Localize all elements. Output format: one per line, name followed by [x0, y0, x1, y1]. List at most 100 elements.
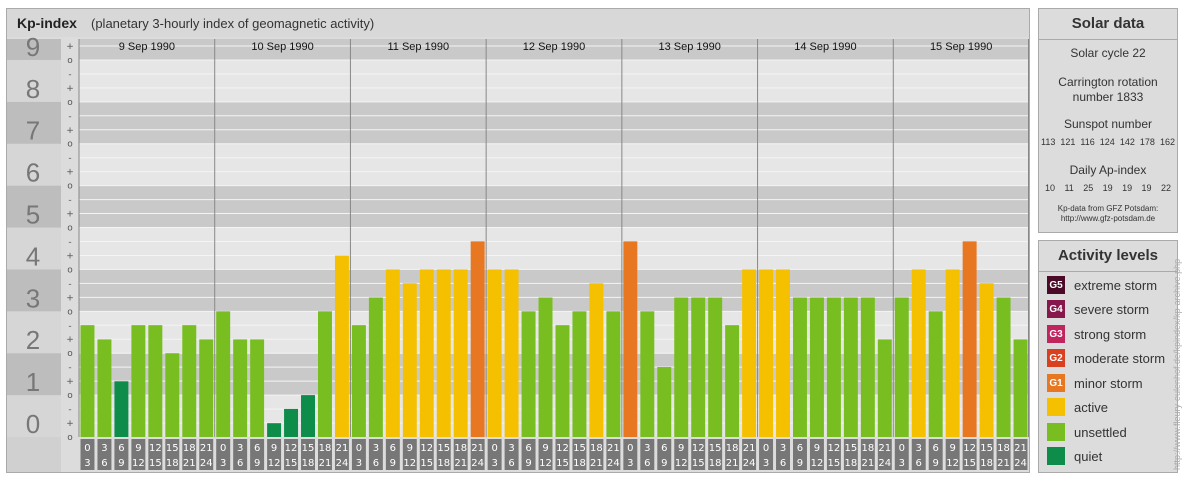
interval-cell — [708, 439, 723, 470]
ap-index-title: Daily Ap-index — [1069, 163, 1147, 177]
sunspot-value: 121 — [1060, 137, 1076, 147]
kp-bar — [233, 339, 248, 437]
kp-bar — [826, 297, 841, 437]
sunspot-value: 113 — [1041, 137, 1056, 147]
y-tick-label: 5 — [26, 200, 40, 230]
kp-bar — [606, 311, 621, 437]
interval-cell — [80, 439, 95, 470]
interval-end-label: 9 — [118, 458, 124, 469]
kp-bar — [928, 311, 943, 437]
interval-cell — [640, 439, 655, 470]
interval-cell — [165, 439, 180, 470]
legend-item: active — [1047, 397, 1108, 417]
interval-end-label: 9 — [254, 458, 260, 469]
interval-start-label: 3 — [916, 443, 922, 454]
sunspot-value: 142 — [1119, 137, 1135, 147]
interval-start-label: 9 — [949, 443, 955, 454]
interval-start-label: 9 — [678, 443, 684, 454]
kp-bar — [759, 269, 774, 437]
kp-bar — [148, 325, 163, 437]
interval-end-label: 21 — [861, 458, 874, 469]
y-minor-tick-label: + — [66, 251, 74, 261]
interval-start-label: 12 — [285, 443, 298, 454]
day-label: 12 Sep 1990 — [523, 41, 585, 53]
kp-bar — [487, 269, 502, 437]
interval-start-label: 3 — [101, 443, 107, 454]
interval-cell — [809, 439, 824, 470]
legend-item: G3 strong storm — [1047, 324, 1146, 344]
kp-chart-panel: Kp-index (planetary 3-hourly index of ge… — [6, 8, 1030, 473]
y-axis-band — [7, 311, 61, 354]
kp-bar — [267, 423, 282, 437]
interval-end-label: 9 — [797, 458, 803, 469]
interval-start-label: 18 — [997, 443, 1010, 454]
interval-cell — [572, 439, 587, 470]
interval-end-label: 12 — [539, 458, 552, 469]
y-tick-label: 7 — [26, 116, 40, 146]
source-credit: Kp-data from GFZ Potsdam: — [1057, 204, 1159, 213]
kp-bar — [521, 311, 536, 437]
interval-cell — [725, 439, 740, 470]
ap-value: 11 — [1064, 183, 1074, 193]
y-minor-tick-label: - — [68, 237, 71, 247]
kp-bar — [351, 325, 366, 437]
interval-end-label: 15 — [285, 458, 298, 469]
y-minor-tick-label: o — [67, 98, 73, 108]
chart-title: Kp-index — [17, 15, 77, 31]
y-minor-tick-label: o — [67, 307, 73, 317]
y-minor-tick-label: - — [68, 112, 71, 122]
kp-bar — [979, 283, 994, 437]
interval-start-label: 0 — [491, 443, 497, 454]
y-tick-label: 6 — [26, 158, 40, 188]
interval-start-label: 21 — [743, 443, 756, 454]
kp-bar — [1013, 339, 1028, 437]
interval-end-label: 9 — [525, 458, 531, 469]
interval-end-label: 6 — [508, 458, 514, 469]
y-tick-label: 4 — [26, 241, 40, 271]
y-tick-label: 8 — [26, 74, 40, 104]
interval-start-label: 9 — [271, 443, 277, 454]
interval-cell — [131, 439, 146, 470]
interval-end-label: 6 — [916, 458, 922, 469]
interval-start-label: 3 — [780, 443, 786, 454]
interval-cell — [487, 439, 502, 470]
interval-cell — [521, 439, 536, 470]
interval-end-label: 3 — [220, 458, 226, 469]
interval-start-label: 0 — [763, 443, 769, 454]
kp-bar — [318, 311, 332, 437]
source-link[interactable]: http://www.gfz-potsdam.de — [1060, 214, 1156, 223]
legend-swatch: G4 — [1047, 300, 1065, 318]
legend-label: moderate storm — [1074, 350, 1166, 366]
interval-start-label: 9 — [407, 443, 413, 454]
y-minor-tick-label: o — [67, 265, 73, 275]
legend-item: G4 severe storm — [1047, 299, 1149, 319]
interval-end-label: 12 — [268, 458, 281, 469]
legend-label: strong storm — [1074, 326, 1147, 342]
interval-cell — [216, 439, 231, 470]
kp-bar — [402, 283, 417, 437]
interval-cell — [826, 439, 841, 470]
y-axis-band — [7, 101, 61, 144]
interval-start-label: 0 — [899, 443, 905, 454]
interval-start-label: 21 — [336, 443, 349, 454]
interval-start-label: 18 — [861, 443, 874, 454]
kp-bar — [572, 311, 587, 437]
interval-start-label: 12 — [963, 443, 976, 454]
interval-end-label: 24 — [1014, 458, 1027, 469]
interval-end-label: 24 — [878, 458, 891, 469]
interval-start-label: 18 — [319, 443, 332, 454]
interval-cell — [1013, 439, 1028, 470]
y-axis-band — [7, 227, 61, 270]
kp-bar — [776, 269, 790, 437]
y-minor-tick-label: + — [66, 126, 74, 136]
interval-start-label: 12 — [556, 443, 569, 454]
interval-end-label: 21 — [997, 458, 1010, 469]
interval-cell — [114, 439, 129, 470]
sunspot-value: 178 — [1139, 137, 1155, 147]
kp-bar — [843, 297, 858, 437]
interval-end-label: 21 — [454, 458, 467, 469]
interval-cell — [318, 439, 332, 470]
ap-value: 25 — [1083, 183, 1094, 193]
y-minor-tick-label: - — [68, 70, 71, 80]
